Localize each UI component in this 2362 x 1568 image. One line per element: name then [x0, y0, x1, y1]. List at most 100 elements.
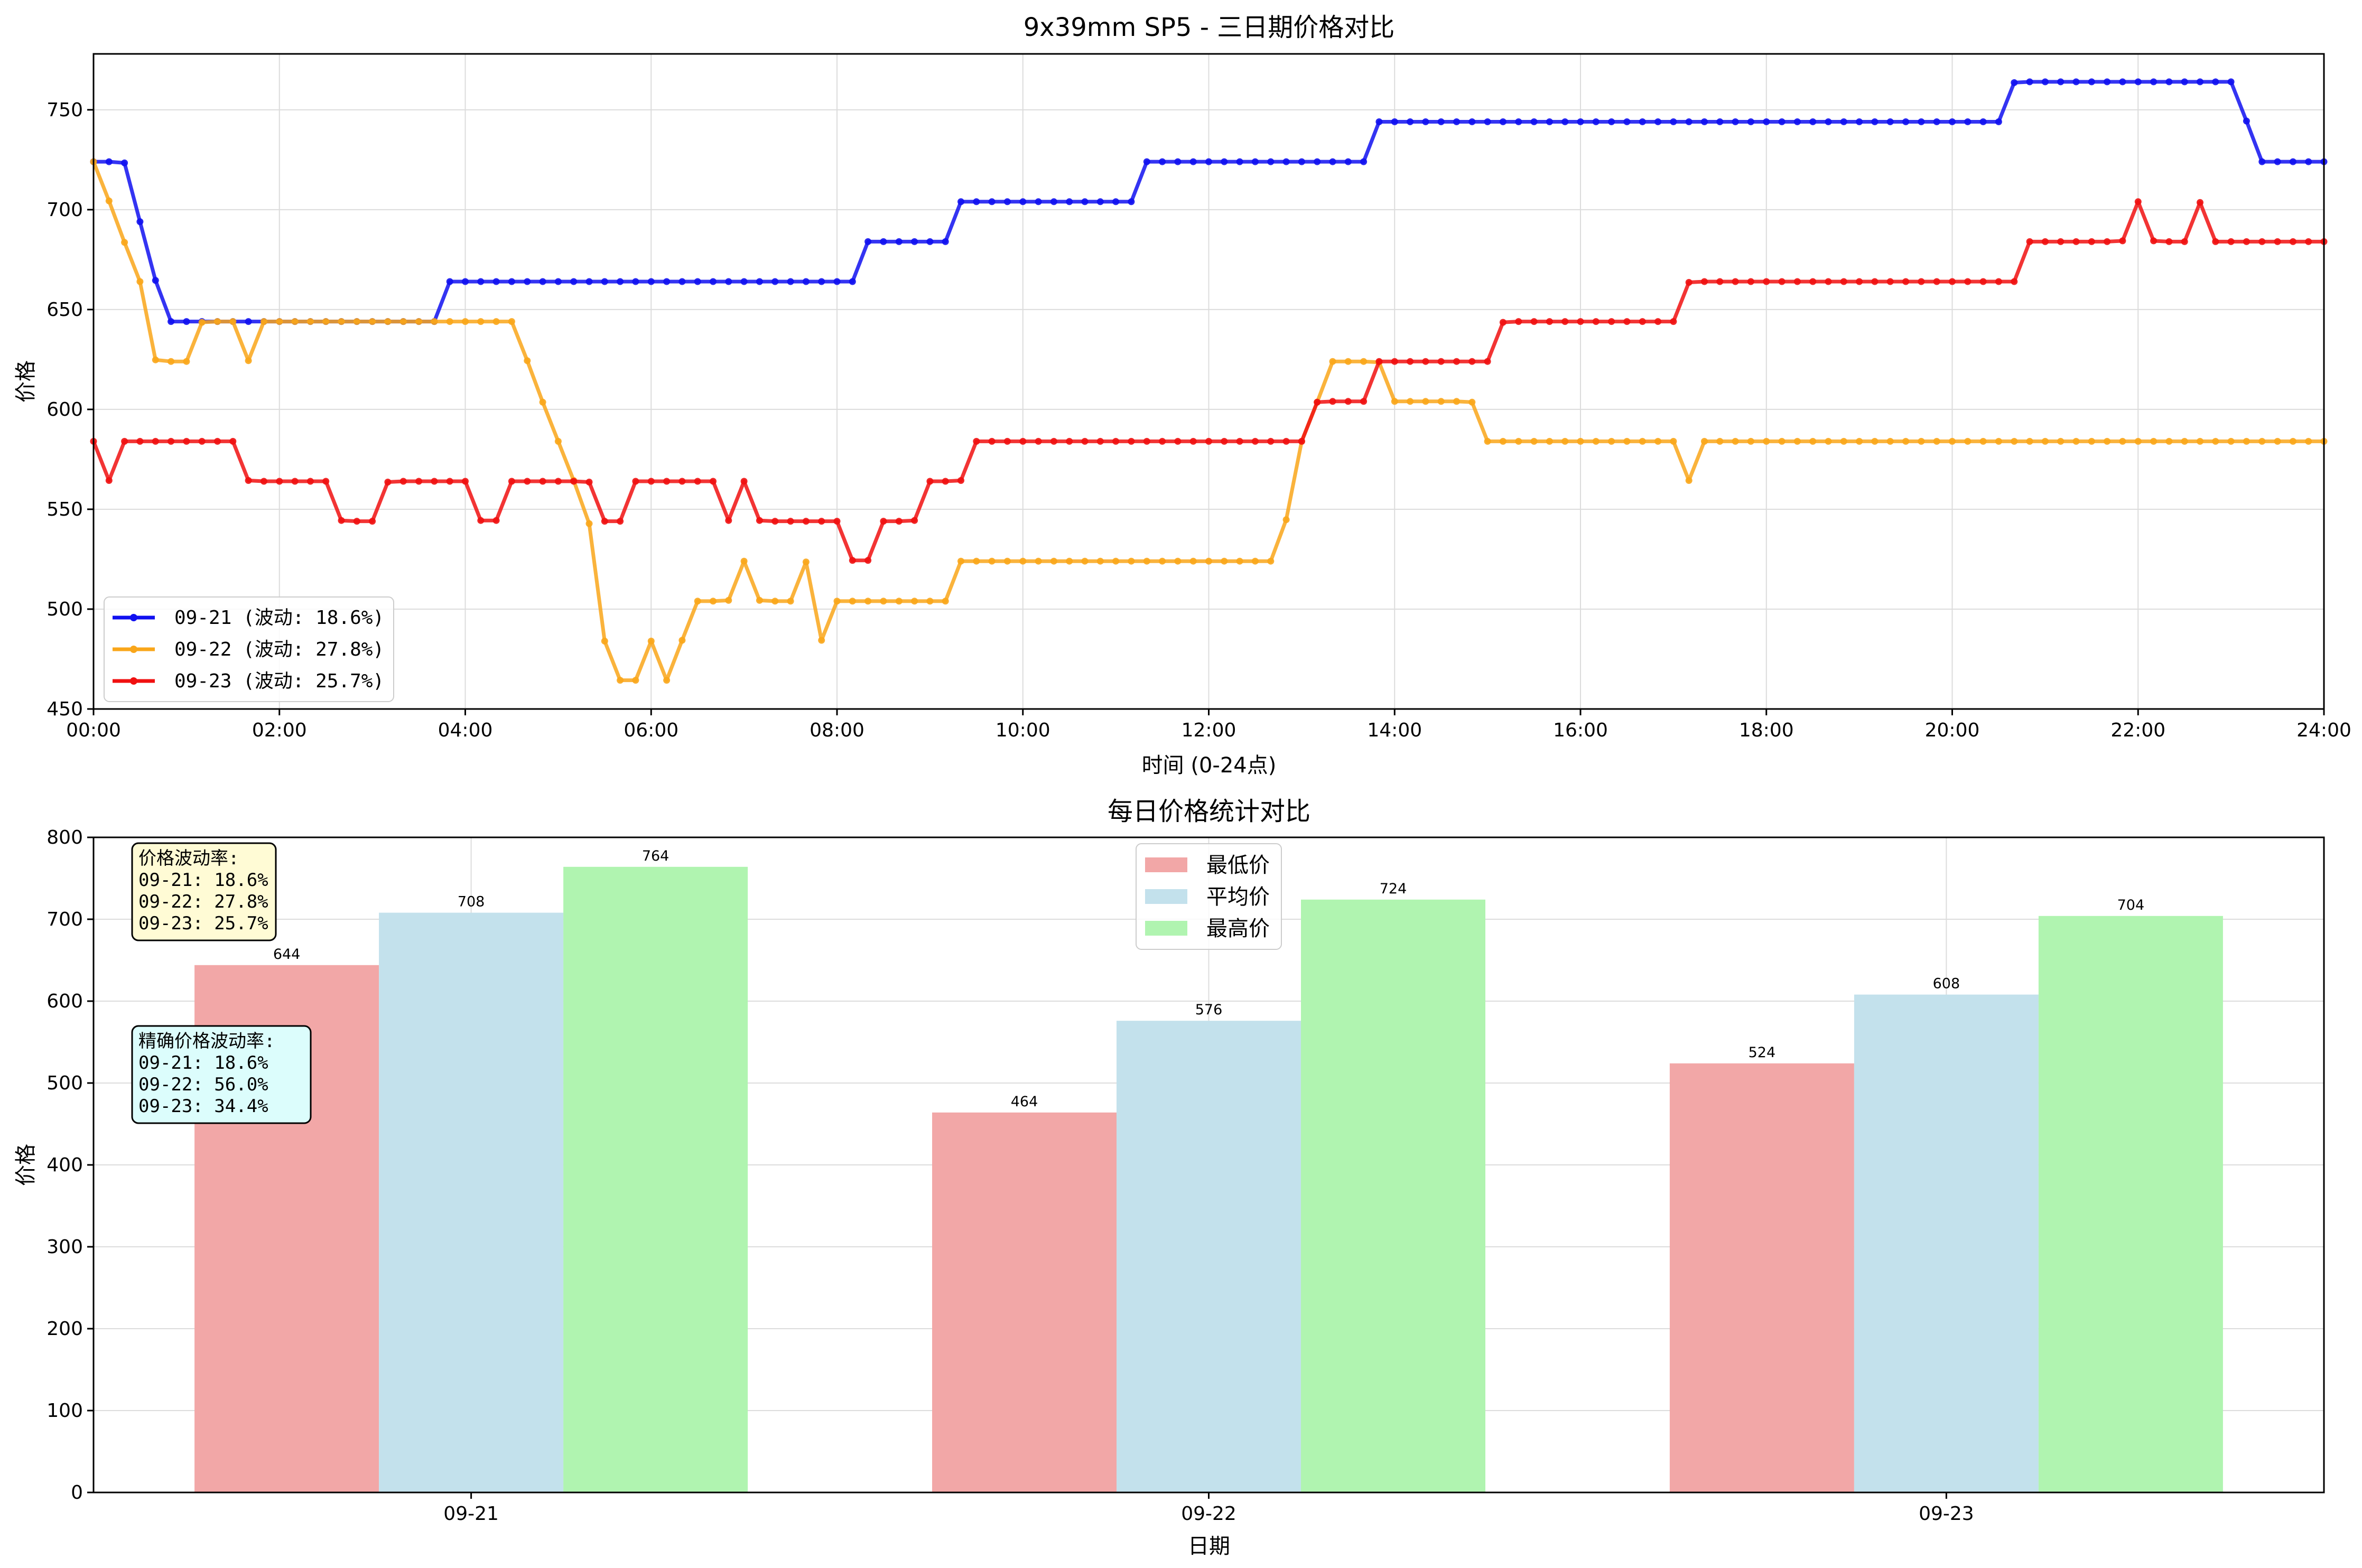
line-chart-x-tick-label: 18:00 [1739, 720, 1794, 741]
data-point [136, 218, 144, 226]
bar-value-label: 764 [642, 848, 669, 864]
data-point [1995, 118, 2002, 125]
data-point [1856, 118, 1863, 125]
data-point [1267, 158, 1275, 165]
legend-label: 09-22 (波动: 27.8%) [174, 639, 384, 660]
data-point [446, 318, 453, 325]
data-point [524, 478, 531, 485]
data-point [2243, 238, 2250, 245]
data-point [911, 598, 918, 605]
line-chart-x-tick-label: 00:00 [66, 720, 121, 741]
data-point [2181, 437, 2188, 445]
data-point [1546, 437, 1553, 445]
data-point [1236, 437, 1243, 445]
data-point [2165, 78, 2173, 86]
data-point [105, 477, 113, 484]
data-point [1639, 118, 1646, 125]
data-point [1096, 557, 1104, 565]
data-point [1453, 358, 1460, 365]
data-point [2119, 237, 2126, 245]
data-point [524, 278, 531, 285]
data-point [539, 278, 546, 285]
data-point [1143, 158, 1150, 165]
data-point [1329, 158, 1336, 165]
data-point [864, 598, 872, 605]
data-point [802, 558, 810, 566]
data-point [1902, 118, 1910, 125]
data-point [1809, 118, 1817, 125]
data-point [1623, 318, 1631, 325]
data-point [1437, 358, 1445, 365]
data-point [1918, 278, 1925, 285]
line-chart-x-tick-label: 16:00 [1553, 720, 1608, 741]
data-point [1344, 398, 1352, 405]
data-point [152, 356, 159, 363]
legend-marker [130, 646, 137, 653]
data-point [462, 478, 469, 485]
data-point [1391, 118, 1398, 125]
data-point [1468, 358, 1476, 365]
data-point [1267, 437, 1275, 445]
data-point [849, 278, 856, 285]
legend-swatch [1145, 857, 1187, 872]
data-point [2243, 117, 2250, 125]
data-point [245, 477, 252, 484]
data-point [1825, 118, 1832, 125]
data-point [1778, 437, 1786, 445]
legend-label: 平均价 [1206, 885, 1270, 909]
bar-chart-y-tick-label: 0 [71, 1482, 83, 1504]
data-point [1128, 198, 1135, 206]
legend-label: 09-23 (波动: 25.7%) [174, 670, 384, 692]
line-chart-series [90, 78, 2328, 684]
line-chart-title: 9x39mm SP5 - 三日期价格对比 [1024, 13, 1395, 42]
bar-value-label: 704 [2117, 897, 2145, 913]
data-point [2134, 198, 2142, 206]
data-point [988, 198, 996, 206]
data-point [710, 598, 717, 605]
data-point [168, 358, 175, 365]
data-point [2289, 437, 2296, 445]
bar-09-22-平均价 [1117, 1021, 1301, 1492]
data-point [1282, 437, 1290, 445]
bar-chart-y-tick-label: 300 [47, 1236, 83, 1258]
bar-09-23-最高价 [2038, 916, 2223, 1492]
data-point [492, 517, 500, 524]
line-chart-x-tick-label: 04:00 [438, 720, 493, 741]
data-point [1035, 557, 1042, 565]
data-point [121, 437, 128, 445]
bar-chart-title: 每日价格统计对比 [1108, 797, 1310, 826]
annotation-line: 09-23: 25.7% [138, 913, 268, 934]
data-point [1143, 437, 1150, 445]
data-point [771, 518, 779, 525]
data-point [1298, 158, 1305, 165]
data-point [214, 437, 221, 445]
data-point [1484, 437, 1491, 445]
line-chart-y-tick-label: 750 [47, 99, 83, 121]
data-point [1530, 437, 1538, 445]
data-point [1128, 437, 1135, 445]
data-point [291, 478, 299, 485]
data-point [2274, 158, 2281, 165]
data-point [787, 278, 794, 285]
data-point [2119, 437, 2126, 445]
data-point [1685, 477, 1693, 484]
data-point [1205, 437, 1212, 445]
line-chart-x-tick-label: 14:00 [1367, 720, 1422, 741]
data-point [2072, 238, 2080, 245]
data-point [399, 478, 407, 485]
data-point [1407, 118, 1414, 125]
data-point [1701, 118, 1708, 125]
data-point [1329, 398, 1336, 405]
data-point [1685, 279, 1693, 286]
data-point [647, 638, 655, 645]
data-point [198, 437, 206, 445]
legend-label: 09-21 (波动: 18.6%) [174, 607, 384, 629]
data-point [1685, 118, 1693, 125]
data-point [1066, 437, 1073, 445]
data-point [1561, 318, 1569, 325]
data-point [1747, 437, 1754, 445]
line-chart-x-axis: 00:00 02:00 04:00 06:00 08:00 10:00 12:00 14:00… [66, 709, 2351, 741]
data-point [601, 278, 608, 285]
data-point [1236, 557, 1243, 565]
